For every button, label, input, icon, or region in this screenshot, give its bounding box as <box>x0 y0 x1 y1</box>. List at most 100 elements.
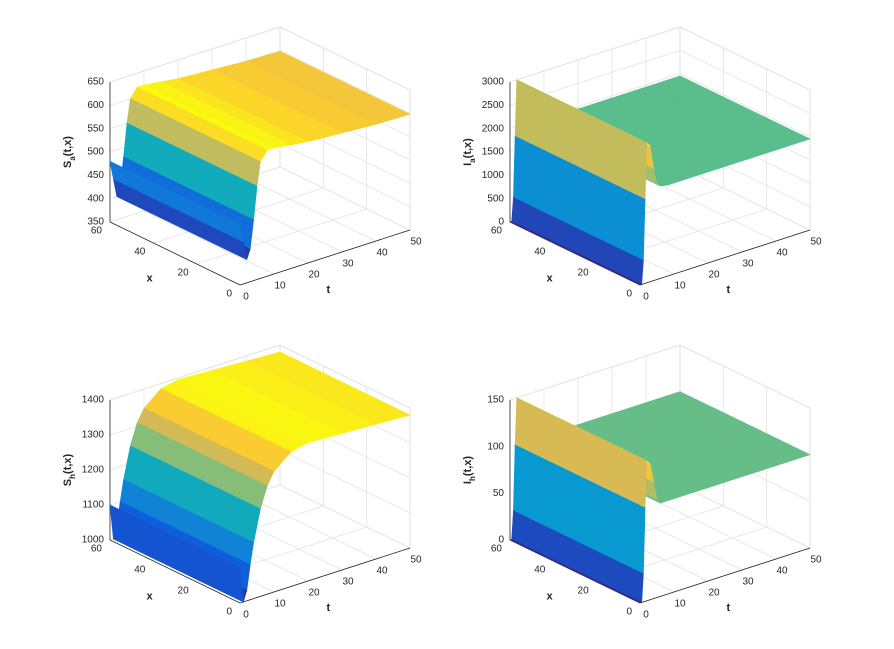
t-tick-label: 20 <box>708 588 720 599</box>
t-axis-label: t <box>727 602 731 614</box>
x-axis <box>109 221 241 286</box>
z-tick-label: 450 <box>87 170 104 181</box>
z-tick-label: 350 <box>87 217 104 228</box>
z-tick-label: 0 <box>498 535 504 546</box>
grid-line <box>679 26 811 91</box>
x-tick-label: 40 <box>534 247 546 258</box>
t-tick-label: 50 <box>410 237 422 248</box>
x-tick-label: 20 <box>578 586 590 597</box>
z-tick-label: 400 <box>87 193 104 204</box>
t-tick-label: 40 <box>776 566 788 577</box>
x-tick-label: 0 <box>226 607 232 618</box>
z-tick-label: 600 <box>87 100 104 111</box>
t-tick-label: 40 <box>376 248 388 259</box>
t-tick-label: 40 <box>376 566 388 577</box>
x-tick-label: 40 <box>134 565 146 576</box>
grid-line <box>279 26 411 91</box>
z-tick-label: 1300 <box>82 430 105 441</box>
grid-line <box>279 449 411 514</box>
t-axis <box>239 229 411 286</box>
surface-strip <box>109 504 244 603</box>
x-tick-label: 0 <box>226 289 232 300</box>
grid-line <box>679 166 811 231</box>
t-tick-label: 50 <box>810 555 822 566</box>
z-axis-label: Sh(t,x) <box>62 453 77 486</box>
x-tick-label: 20 <box>578 268 590 279</box>
grid-line <box>279 166 411 231</box>
t-tick-label: 0 <box>243 610 249 621</box>
z-tick-label: 2000 <box>482 123 505 134</box>
x-axis-label: x <box>147 590 154 602</box>
surface-strip <box>509 221 643 286</box>
z-tick-label: 0 <box>498 217 504 228</box>
z-axis-label: Ih(t,x) <box>462 456 477 484</box>
z-axis-label-part: S <box>62 161 74 168</box>
z-axis-label-part: S <box>62 479 74 486</box>
t-tick-label: 40 <box>776 248 788 259</box>
x-tick-label: 0 <box>626 607 632 618</box>
x-axis-label: x <box>147 272 154 284</box>
t-tick-label: 10 <box>674 599 686 610</box>
z-tick-label: 2500 <box>482 100 505 111</box>
z-axis-label-part: I <box>462 163 474 166</box>
z-axis-label-part: (t,x) <box>462 138 474 159</box>
z-axis-label: Ia(t,x) <box>462 138 477 166</box>
grid-line <box>279 344 411 409</box>
x-tick-label: 40 <box>534 565 546 576</box>
grid-line <box>279 484 411 549</box>
z-tick-label: 550 <box>87 123 104 134</box>
t-tick-label: 30 <box>742 577 754 588</box>
t-tick-label: 30 <box>742 259 754 270</box>
x-axis-label: x <box>547 590 554 602</box>
z-tick-label: 1400 <box>82 395 105 406</box>
grid-line <box>679 73 811 138</box>
x-tick-label: 60 <box>491 544 503 555</box>
grid-line <box>679 484 811 549</box>
z-tick-label: 1500 <box>482 147 505 158</box>
z-axis-label-part: I <box>462 481 474 484</box>
x-tick-label: 60 <box>91 226 103 237</box>
grid-line <box>679 49 811 114</box>
grid-line <box>509 26 681 83</box>
z-axis-label-part: a <box>468 158 477 163</box>
grid-line <box>245 495 377 560</box>
t-tick-label: 50 <box>810 237 822 248</box>
grid-line <box>279 49 411 114</box>
z-tick-label: 650 <box>87 77 104 88</box>
t-tick-label: 30 <box>342 577 354 588</box>
surface-strip <box>109 160 244 243</box>
z-tick-label: 1100 <box>82 500 104 511</box>
t-tick-label: 30 <box>342 259 354 270</box>
x-tick-label: 0 <box>626 289 632 300</box>
t-tick-label: 10 <box>274 599 286 610</box>
z-tick-label: 500 <box>87 147 104 158</box>
t-tick-label: 20 <box>308 588 320 599</box>
z-axis-label-part: h <box>68 474 77 479</box>
x-tick-label: 40 <box>134 247 146 258</box>
t-axis-label: t <box>727 284 731 296</box>
z-axis-label-part: (t,x) <box>462 456 474 477</box>
surface-strip <box>509 539 643 604</box>
t-axis-label: t <box>327 602 331 614</box>
t-tick-label: 0 <box>643 292 649 303</box>
grid-line <box>279 143 411 208</box>
grid-line <box>196 208 367 265</box>
t-tick-label: 50 <box>410 555 422 566</box>
z-axis-label-part: (t,x) <box>62 136 74 157</box>
grid-line <box>645 177 777 242</box>
t-axis <box>239 547 411 604</box>
z-tick-label: 500 <box>487 193 504 204</box>
z-tick-label: 100 <box>487 441 504 452</box>
grid-line <box>245 177 377 242</box>
z-axis-label-part: (t,x) <box>62 453 74 474</box>
x-tick-label: 60 <box>491 226 503 237</box>
z-tick-label: 1000 <box>82 535 105 546</box>
grid-line <box>679 344 811 409</box>
t-axis <box>639 547 811 604</box>
x-axis-label: x <box>547 272 554 284</box>
t-tick-label: 10 <box>674 281 686 292</box>
grid-line <box>509 344 681 401</box>
z-axis-label: Sa(t,x) <box>62 136 77 168</box>
x-tick-label: 20 <box>178 268 190 279</box>
